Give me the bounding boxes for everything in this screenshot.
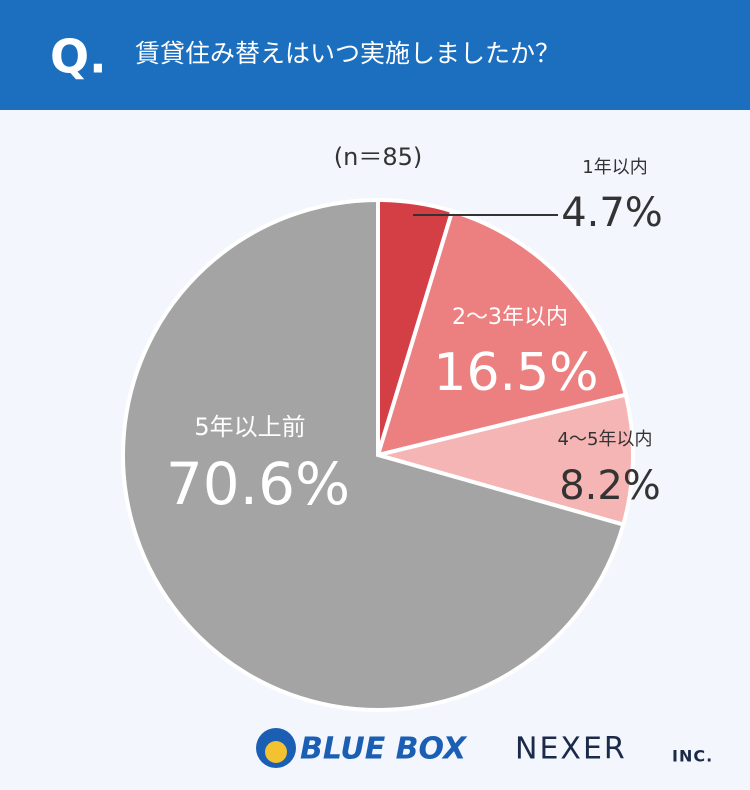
slice-category-label: 4〜5年以内: [558, 429, 653, 450]
chart-title: 賃貸住み替えはいつ実施しましたか？: [135, 39, 560, 68]
question-marker: Q.: [50, 30, 107, 84]
slice-value-label: 70.6%: [166, 450, 350, 518]
slice-value-label: 4.7%: [561, 190, 663, 236]
slice-category-label: 1年以内: [582, 157, 647, 178]
slice-category-label: 2〜3年以内: [452, 305, 568, 330]
brand-logo: BLUE BOX: [300, 732, 468, 767]
pie-slice: [370, 392, 635, 528]
pie-slice: [375, 208, 629, 458]
pie: [121, 197, 635, 712]
slice-value-label: 8.2%: [559, 463, 661, 509]
header-bar: [0, 0, 750, 110]
footer: BLUE BOX NEXER INC.: [256, 728, 713, 768]
brand-icon-face: [265, 741, 287, 763]
company-logo: NEXER: [515, 732, 627, 767]
slice-category-label: 5年以上前: [194, 413, 305, 441]
pie-slice: [121, 197, 626, 712]
slice-value-label: 16.5%: [433, 343, 598, 403]
company-suffix: INC.: [672, 747, 713, 766]
chart-subtitle: (n＝85): [334, 143, 422, 171]
